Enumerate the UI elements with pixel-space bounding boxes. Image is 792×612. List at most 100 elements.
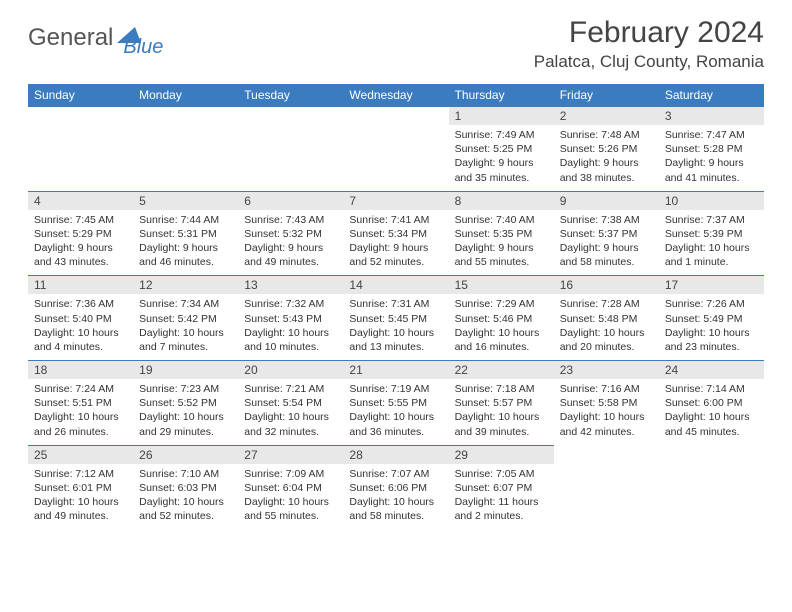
sunrise-text: Sunrise: 7:28 AM xyxy=(560,297,653,311)
sunrise-text: Sunrise: 7:45 AM xyxy=(34,213,127,227)
daylight-text: Daylight: 9 hours and 35 minutes. xyxy=(455,156,548,184)
sunset-text: Sunset: 5:25 PM xyxy=(455,142,548,156)
day-number-row: 2526272829 xyxy=(28,445,764,464)
day-number-cell: 25 xyxy=(28,445,133,464)
day-content-cell: Sunrise: 7:19 AMSunset: 5:55 PMDaylight:… xyxy=(343,379,448,445)
sunrise-text: Sunrise: 7:29 AM xyxy=(455,297,548,311)
calendar-table: Sunday Monday Tuesday Wednesday Thursday… xyxy=(28,84,764,530)
daylight-text: Daylight: 11 hours and 2 minutes. xyxy=(455,495,548,523)
sunset-text: Sunset: 5:35 PM xyxy=(455,227,548,241)
sunset-text: Sunset: 5:34 PM xyxy=(349,227,442,241)
day-number-cell: 12 xyxy=(133,276,238,295)
day-number-cell: 21 xyxy=(343,361,448,380)
day-content-row: Sunrise: 7:24 AMSunset: 5:51 PMDaylight:… xyxy=(28,379,764,445)
day-content-cell xyxy=(343,125,448,191)
day-content-cell xyxy=(238,125,343,191)
daylight-text: Daylight: 10 hours and 10 minutes. xyxy=(244,326,337,354)
sunrise-text: Sunrise: 7:26 AM xyxy=(665,297,758,311)
sunrise-text: Sunrise: 7:34 AM xyxy=(139,297,232,311)
sunrise-text: Sunrise: 7:47 AM xyxy=(665,128,758,142)
sunrise-text: Sunrise: 7:36 AM xyxy=(34,297,127,311)
sunset-text: Sunset: 5:45 PM xyxy=(349,312,442,326)
weekday-header: Saturday xyxy=(659,84,764,107)
day-content-cell: Sunrise: 7:40 AMSunset: 5:35 PMDaylight:… xyxy=(449,210,554,276)
day-content-cell: Sunrise: 7:24 AMSunset: 5:51 PMDaylight:… xyxy=(28,379,133,445)
sunrise-text: Sunrise: 7:12 AM xyxy=(34,467,127,481)
sunrise-text: Sunrise: 7:16 AM xyxy=(560,382,653,396)
daylight-text: Daylight: 10 hours and 26 minutes. xyxy=(34,410,127,438)
day-number-cell: 11 xyxy=(28,276,133,295)
weekday-header: Sunday xyxy=(28,84,133,107)
sunrise-text: Sunrise: 7:23 AM xyxy=(139,382,232,396)
sunset-text: Sunset: 5:57 PM xyxy=(455,396,548,410)
day-number-cell: 6 xyxy=(238,191,343,210)
day-content-cell: Sunrise: 7:26 AMSunset: 5:49 PMDaylight:… xyxy=(659,294,764,360)
day-content-cell: Sunrise: 7:34 AMSunset: 5:42 PMDaylight:… xyxy=(133,294,238,360)
day-number-cell: 22 xyxy=(449,361,554,380)
day-number-cell: 13 xyxy=(238,276,343,295)
sunrise-text: Sunrise: 7:31 AM xyxy=(349,297,442,311)
header: General Blue February 2024 Palatca, Cluj… xyxy=(0,0,792,76)
day-number-cell: 4 xyxy=(28,191,133,210)
daylight-text: Daylight: 10 hours and 49 minutes. xyxy=(34,495,127,523)
day-number-cell: 18 xyxy=(28,361,133,380)
day-number-cell: 10 xyxy=(659,191,764,210)
day-content-cell: Sunrise: 7:45 AMSunset: 5:29 PMDaylight:… xyxy=(28,210,133,276)
day-number-cell: 9 xyxy=(554,191,659,210)
daylight-text: Daylight: 10 hours and 42 minutes. xyxy=(560,410,653,438)
day-number-cell: 2 xyxy=(554,107,659,126)
sunset-text: Sunset: 5:49 PM xyxy=(665,312,758,326)
sunrise-text: Sunrise: 7:43 AM xyxy=(244,213,337,227)
daylight-text: Daylight: 10 hours and 13 minutes. xyxy=(349,326,442,354)
day-content-cell: Sunrise: 7:37 AMSunset: 5:39 PMDaylight:… xyxy=(659,210,764,276)
day-number-cell xyxy=(554,445,659,464)
sunset-text: Sunset: 5:26 PM xyxy=(560,142,653,156)
day-content-cell: Sunrise: 7:14 AMSunset: 6:00 PMDaylight:… xyxy=(659,379,764,445)
daylight-text: Daylight: 10 hours and 16 minutes. xyxy=(455,326,548,354)
daylight-text: Daylight: 10 hours and 39 minutes. xyxy=(455,410,548,438)
day-number-cell: 20 xyxy=(238,361,343,380)
sunset-text: Sunset: 5:46 PM xyxy=(455,312,548,326)
sunset-text: Sunset: 5:55 PM xyxy=(349,396,442,410)
sunrise-text: Sunrise: 7:44 AM xyxy=(139,213,232,227)
daylight-text: Daylight: 10 hours and 29 minutes. xyxy=(139,410,232,438)
day-content-cell: Sunrise: 7:32 AMSunset: 5:43 PMDaylight:… xyxy=(238,294,343,360)
day-number-cell: 3 xyxy=(659,107,764,126)
day-number-cell xyxy=(238,107,343,126)
sunset-text: Sunset: 6:04 PM xyxy=(244,481,337,495)
sunset-text: Sunset: 5:52 PM xyxy=(139,396,232,410)
day-content-row: Sunrise: 7:36 AMSunset: 5:40 PM Daylight:… xyxy=(28,294,764,360)
weekday-header: Tuesday xyxy=(238,84,343,107)
day-content-cell: Sunrise: 7:28 AMSunset: 5:48 PMDaylight:… xyxy=(554,294,659,360)
day-number-cell: 16 xyxy=(554,276,659,295)
day-number-cell: 5 xyxy=(133,191,238,210)
sunset-text: Sunset: 5:58 PM xyxy=(560,396,653,410)
day-number-row: 123 xyxy=(28,107,764,126)
daylight-text: Daylight: 9 hours and 58 minutes. xyxy=(560,241,653,269)
sunrise-text: Sunrise: 7:18 AM xyxy=(455,382,548,396)
day-number-cell xyxy=(133,107,238,126)
day-number-cell: 14 xyxy=(343,276,448,295)
day-content-row: Sunrise: 7:45 AMSunset: 5:29 PMDaylight:… xyxy=(28,210,764,276)
day-content-cell: Sunrise: 7:07 AMSunset: 6:06 PMDaylight:… xyxy=(343,464,448,530)
day-number-cell: 7 xyxy=(343,191,448,210)
sunrise-text: Sunrise: 7:14 AM xyxy=(665,382,758,396)
calendar-body: 123Sunrise: 7:49 AMSunset: 5:25 PMDaylig… xyxy=(28,107,764,530)
sunset-text: Sunset: 5:48 PM xyxy=(560,312,653,326)
day-number-cell xyxy=(659,445,764,464)
day-number-cell: 29 xyxy=(449,445,554,464)
sunset-text: Sunset: 5:43 PM xyxy=(244,312,337,326)
daylight-text: Daylight: 10 hours and 45 minutes. xyxy=(665,410,758,438)
day-number-row: 45678910 xyxy=(28,191,764,210)
sunrise-text: Sunrise: 7:37 AM xyxy=(665,213,758,227)
day-number-cell xyxy=(28,107,133,126)
daylight-text: Daylight: 10 hours and 36 minutes. xyxy=(349,410,442,438)
daylight-text: Daylight: 9 hours and 46 minutes. xyxy=(139,241,232,269)
day-number-cell: 23 xyxy=(554,361,659,380)
sunset-text: Sunset: 5:40 PM xyxy=(34,312,127,326)
sunrise-text: Sunrise: 7:38 AM xyxy=(560,213,653,227)
sunset-text: Sunset: 6:03 PM xyxy=(139,481,232,495)
location: Palatca, Cluj County, Romania xyxy=(534,52,764,72)
sunset-text: Sunset: 6:06 PM xyxy=(349,481,442,495)
sunrise-text: Sunrise: 7:48 AM xyxy=(560,128,653,142)
